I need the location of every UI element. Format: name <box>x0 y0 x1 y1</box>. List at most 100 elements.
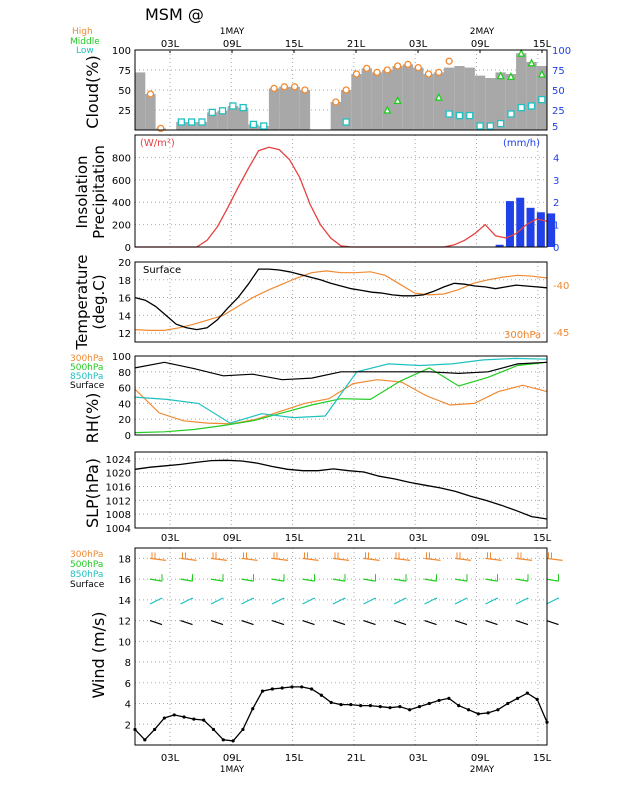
precip-bar <box>505 201 514 247</box>
wind-barb-shaft <box>302 620 315 626</box>
wind-barb <box>271 552 289 561</box>
cloud-low-point <box>466 111 474 120</box>
cloud-bar <box>402 64 414 130</box>
wind-surface-point <box>290 685 294 689</box>
cloud-low-point <box>455 111 464 120</box>
wind-barb-shaft <box>546 557 563 561</box>
wind-barb-shaft <box>424 597 437 605</box>
wind-barb-shaft <box>332 597 346 605</box>
wind-barb <box>454 597 468 605</box>
wind-barb-shaft <box>515 597 529 605</box>
wind-barb <box>393 574 407 582</box>
cloud-bar <box>526 62 537 130</box>
wind-surface-point <box>162 716 167 720</box>
wind-barb-shaft <box>271 620 285 626</box>
wind-barb <box>363 597 376 605</box>
temp-ytick-left: 12 <box>118 329 131 340</box>
wind-barb <box>302 574 315 582</box>
wind-surface-point <box>172 713 176 717</box>
temp-surface-line <box>134 268 548 331</box>
cloud-bar <box>474 75 486 130</box>
insol-ylabel: Insolation <box>73 155 91 228</box>
cloud-high-point <box>393 62 402 70</box>
wind-surface-point <box>251 707 255 711</box>
cloud-high-point <box>445 57 453 65</box>
slp-line <box>134 459 548 520</box>
wind-barb-shaft <box>363 620 376 626</box>
rh-legend-surface: Surface <box>70 381 105 391</box>
cloud-bar <box>444 67 455 130</box>
wind-barb <box>485 620 498 626</box>
wind-barb <box>332 552 350 561</box>
wind-barb-shaft <box>149 578 163 582</box>
cloud-low-point <box>249 120 258 129</box>
precip-bar <box>516 197 525 247</box>
bottom-tick-label: 09L <box>471 753 490 764</box>
wind-barb-shaft <box>454 557 472 561</box>
cloud-high-point <box>146 90 155 98</box>
wind-barb-shaft <box>210 597 224 605</box>
insol-ytick-right: 3 <box>553 176 559 187</box>
wind-barb-shaft <box>149 597 163 605</box>
cloud-high-point <box>424 70 433 78</box>
cloud-bar <box>238 107 249 130</box>
cloud-middle-point <box>434 92 443 101</box>
cloud-low-point <box>342 118 350 126</box>
cloud-high-point <box>290 83 299 91</box>
wind-barb <box>241 620 254 626</box>
cloud-low-point <box>187 118 196 126</box>
cloud-bar <box>413 67 424 130</box>
wind-surface-point <box>466 708 471 712</box>
cloud-low-point <box>208 108 216 117</box>
wind-barb-shaft <box>485 620 498 626</box>
wind-barb <box>515 574 529 582</box>
wind-barb-shaft <box>515 557 533 561</box>
cloud-high-point <box>352 70 361 78</box>
wind-surface-point <box>349 702 353 707</box>
rh-ytick-left: 20 <box>118 415 131 426</box>
wind-surface-point <box>388 706 392 710</box>
wind-surface-point <box>437 698 441 703</box>
wind-barb-shaft <box>210 578 224 582</box>
wind-surface-point <box>398 705 402 709</box>
wind-barb <box>454 574 468 582</box>
rh-ytick-left: 0 <box>125 431 131 442</box>
wind-barb-shaft <box>546 578 559 582</box>
temp-ytick-right: -40 <box>553 281 569 292</box>
wind-barb <box>546 574 559 582</box>
bottom-tick-label: 03L <box>409 753 428 764</box>
bottom-tick-label: 21L <box>347 753 366 764</box>
wind-barb <box>546 552 563 561</box>
insol-ytick-right: 2 <box>553 198 559 209</box>
cloud-high-point <box>363 64 371 73</box>
insolation-line <box>135 146 548 248</box>
wind-barb <box>393 597 407 605</box>
top-date-label: 1MAY <box>220 27 245 37</box>
wind-surface-point <box>211 727 216 732</box>
wind-barb-shaft <box>180 620 193 626</box>
wind-surface-point <box>486 711 490 715</box>
wind-surface-point <box>457 704 461 708</box>
wind-barb-shaft <box>332 620 346 626</box>
wind-barb <box>363 574 376 582</box>
cloud-ytick-left: 75 <box>118 66 131 77</box>
wind-barb <box>149 597 163 605</box>
slp-ylabel: SLP(hPa) <box>83 458 102 528</box>
wind-barb-shaft <box>180 597 193 605</box>
slp-xtick-label: 15L <box>285 533 304 544</box>
wind-barb <box>210 620 224 626</box>
wind-barb-shaft <box>424 578 437 582</box>
rh-ytick-left: 60 <box>118 384 131 395</box>
wind-surface-point <box>329 700 333 705</box>
cloud-ytick-right: 100 <box>552 46 571 57</box>
wind-surface-point <box>221 738 225 742</box>
wind-barb-shaft <box>363 557 380 561</box>
insol-ytick-right: 4 <box>553 153 559 164</box>
cloud-bar <box>186 122 197 130</box>
cloud-bar <box>176 122 187 130</box>
wind-barb-shaft <box>546 620 559 626</box>
wind-surface-point <box>506 701 510 706</box>
wind-barb <box>180 620 193 626</box>
wind-barb <box>485 552 502 561</box>
rh-frame <box>134 355 548 436</box>
